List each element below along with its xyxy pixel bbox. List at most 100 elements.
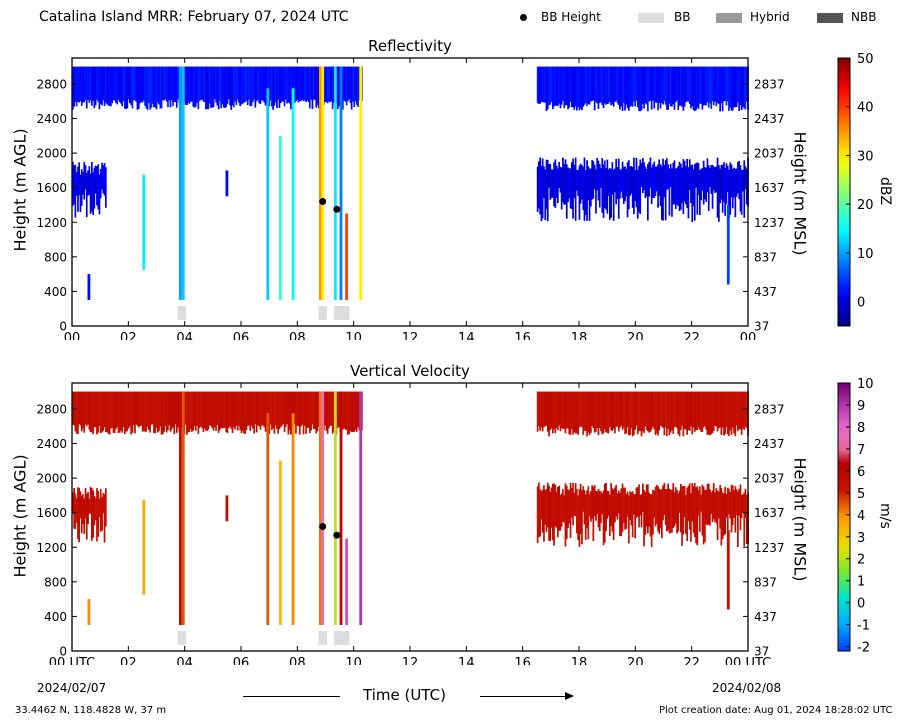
echo-cell (548, 391, 550, 437)
echo-cell (541, 391, 544, 432)
echo-cell (683, 160, 686, 202)
echo-cell (263, 391, 266, 428)
echo-cell (83, 498, 86, 534)
legend-label: Hybrid (750, 10, 790, 24)
echo-cell (577, 169, 579, 196)
y-tick-label: 2400 (36, 437, 67, 451)
echo-cell (311, 66, 314, 109)
echo-cell (712, 483, 715, 519)
echo-cell (695, 163, 697, 188)
echo-cell (616, 167, 619, 200)
y-tick-label-right: 1237 (754, 216, 785, 230)
echo-cell (287, 66, 290, 103)
echo-cell (72, 66, 74, 110)
echo-cell (342, 66, 344, 110)
echo-cell (214, 391, 216, 428)
echo-cell (153, 66, 155, 107)
echo-cell (293, 66, 296, 104)
echo-cell (172, 66, 174, 107)
echo-cell (307, 66, 310, 103)
echo-cell (653, 391, 656, 430)
echo-cell (85, 66, 88, 109)
echo-cell (743, 391, 746, 430)
echo-cell (719, 485, 721, 529)
echo-cell (126, 391, 129, 432)
echo-cell (634, 170, 636, 201)
echo-cell (124, 66, 126, 109)
echo-cell (214, 66, 216, 100)
echo-cell (633, 157, 635, 215)
y-tick-label-right: 1237 (754, 541, 785, 555)
echo-cell (255, 391, 258, 433)
echo-cell (560, 167, 563, 210)
x-tick-label: 00 (740, 331, 757, 340)
echo-cell (553, 391, 555, 430)
echo-cell (80, 169, 83, 206)
echo-cell (306, 66, 309, 101)
echo-cell (102, 165, 105, 194)
echo-cell (710, 165, 713, 194)
echo-cell (581, 490, 583, 545)
echo-cell (548, 164, 550, 188)
echo-cell (692, 391, 695, 428)
echo-cell (546, 482, 549, 528)
bb-flag (333, 306, 350, 320)
echo-cell (188, 66, 191, 104)
echo-cell (715, 391, 718, 427)
echo-cell (317, 391, 320, 427)
echo-cell (709, 391, 711, 436)
echo-cell (629, 66, 631, 107)
echo-cell (87, 66, 89, 100)
x-tick-label: 18 (571, 331, 588, 340)
echo-cell (253, 391, 255, 434)
echo-cell (273, 391, 276, 434)
echo-cell (715, 488, 718, 524)
echo-cell (692, 169, 695, 207)
echo-cell (687, 485, 690, 522)
echo-cell (226, 391, 229, 434)
echo-cell (197, 66, 200, 109)
echo-cell (97, 490, 100, 537)
echo-cell (721, 164, 724, 213)
echo-cell (188, 391, 191, 432)
echo-cell (659, 489, 662, 529)
echo-cell (680, 66, 682, 106)
echo-cell (562, 391, 564, 429)
echo-cell (669, 164, 672, 187)
echo-cell (676, 167, 678, 205)
x-tick-label: 04 (176, 331, 193, 340)
echo-cell (690, 391, 692, 427)
echo-cell (723, 391, 725, 436)
echo-layer (72, 486, 107, 543)
echo-cell (596, 66, 598, 104)
echo-cell (661, 391, 663, 427)
echo-cell (187, 66, 189, 103)
echo-cell (571, 66, 573, 108)
echo-cell (704, 489, 706, 543)
echo-cell (603, 160, 606, 209)
echo-cell (162, 66, 164, 101)
echo-cell (707, 165, 710, 211)
echo-cell (648, 162, 650, 197)
echo-cell (89, 66, 92, 101)
echo-cell (200, 66, 202, 101)
echo-cell (734, 486, 737, 533)
echo-cell (357, 66, 359, 108)
echo-cell (354, 66, 357, 102)
echo-cell (607, 491, 610, 516)
rain-column (279, 135, 282, 301)
echo-cell (543, 485, 545, 542)
echo-cell (616, 66, 619, 104)
echo-cell (141, 391, 144, 432)
echo-cell (724, 66, 726, 101)
echo-cell (72, 492, 74, 514)
echo-cell (676, 489, 678, 534)
echo-cell (300, 391, 302, 427)
rain-column (321, 66, 325, 300)
echo-cell (740, 66, 743, 110)
echo-cell (578, 391, 581, 428)
echo-cell (121, 66, 124, 107)
x-tick-label: 04 (176, 656, 193, 665)
echo-cell (652, 489, 654, 535)
echo-cell (573, 492, 576, 516)
